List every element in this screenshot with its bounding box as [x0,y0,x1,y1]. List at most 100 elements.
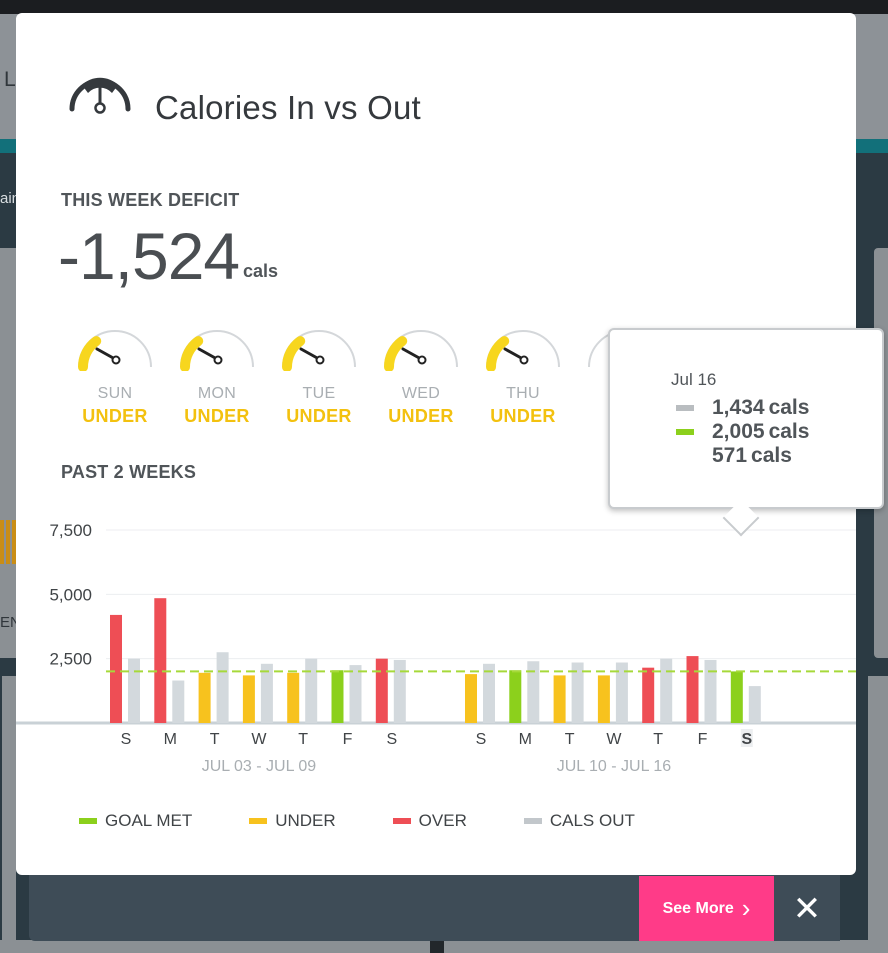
gauge-dial-icon [180,330,254,371]
x-tick-label: S [121,731,132,748]
bar-cals-in [242,675,255,723]
legend-swatch [79,818,97,824]
tooltip-swatch [676,429,694,435]
gauge-dial-icon [78,330,152,371]
legend-item-under: UNDER [249,811,336,831]
gauge-day-label: THU [506,385,540,402]
gauge-wed: WED UNDER [370,323,472,427]
chevron-right-icon: › [741,892,751,923]
tooltip-value: 571 [712,444,748,467]
bar-cals-out [571,662,584,723]
bar-cals-out [172,680,185,723]
x-tick-label: S [476,731,487,748]
x-tick-label: T [298,731,308,748]
y-tick-label: 7,500 [49,521,92,540]
gauge-sun: SUN UNDER [64,323,166,427]
day-tooltip: Jul 16 1,434 cals 2,005 cals 571 cals [608,328,884,537]
x-tick-label: T [565,731,575,748]
bar-cals-in [465,674,477,723]
bar-cals-out [216,652,229,723]
tooltip-swatch [676,405,694,411]
background-left-card [0,248,16,658]
gauge-status-label: UNDER [82,406,148,426]
background-bottom-left-card [2,676,16,953]
bar-cals-in [287,672,300,723]
week-range-label: JUL 10 - JUL 16 [557,758,672,775]
bar-cals-out [527,661,540,723]
bar-cals-out [349,665,362,723]
bar-cals-out [615,662,628,723]
legend-label: UNDER [275,811,336,830]
tooltip-row-difference: 571 cals [712,444,792,468]
bar-cals-in [154,598,167,723]
bar-cals-in [686,656,699,723]
bar-cals-out [393,659,406,723]
bar-cals-out [704,659,717,723]
bar-cals-in [553,675,566,723]
bar-cals-in [730,671,743,723]
tooltip-unit: cals [751,444,792,467]
close-icon: ✕ [792,889,822,928]
close-button[interactable]: ✕ [774,876,840,941]
x-tick-label: F [343,731,353,748]
gauge-day-label: WED [401,385,441,402]
legend-swatch [249,818,268,824]
gauge-dial-icon [384,330,458,371]
selected-day-highlight [740,729,753,747]
legend-item-over: OVER [392,811,467,831]
gauge-icon [69,77,131,114]
x-tick-label: T [653,731,663,748]
x-tick-label: W [606,731,622,748]
tooltip-date: Jul 16 [671,370,717,389]
background-bottom-right-card [868,676,888,953]
week-deficit-value: -1,524 [58,219,240,293]
x-tick-label: M [519,731,532,748]
background-bottom-strip [0,940,888,953]
bar-cals-in [375,658,388,723]
gauge-status-label: UNDER [388,406,454,426]
gauge-thu: THU UNDER [472,323,574,427]
bar-cals-out [748,686,761,723]
legend-item-cals-out: CALS OUT [523,811,635,831]
x-tick-label: S [741,731,752,748]
background-text: L [4,68,16,91]
bar-cals-out [260,663,273,723]
gauge-day-label: TUE [302,385,336,402]
y-tick-label: 5,000 [49,585,92,604]
tooltip-unit: cals [768,420,810,443]
week-deficit-label: THIS WEEK DEFICIT [61,190,240,210]
x-tick-label: M [164,731,177,748]
bar-cals-in [597,675,610,723]
gauge-status-label: UNDER [490,406,556,426]
tooltip-value: 2,005 [712,420,765,443]
background-text: ain [0,190,21,207]
tooltip-unit: cals [768,396,810,419]
see-more-button[interactable]: See More › [639,876,774,941]
bar-cals-in [110,614,122,723]
legend-swatch [523,818,542,824]
calories-bar-chart: 7,500 5,000 2,500 S M T W T F S JUL 03 - JUL 09 S M T… [16,521,856,775]
x-tick-label: F [698,731,708,748]
x-tick-label: S [386,731,397,748]
bar-cals-in [509,670,522,723]
tooltip-row-cals-out: 1,434 cals [676,396,809,420]
legend-label: GOAL MET [105,811,193,830]
modal-title: Calories In vs Out [155,89,421,126]
gauge-status-label: UNDER [286,406,352,426]
y-tick-label: 2,500 [49,650,92,669]
background-topbar [0,0,888,14]
gauge-dial-icon [282,330,356,371]
background-mini-bars [0,520,16,564]
bar-cals-out [660,658,673,723]
legend-swatch [392,818,411,824]
week-range-label: JUL 03 - JUL 09 [202,758,317,775]
bar-cals-out [305,658,318,723]
legend-label: CALS OUT [549,811,635,830]
gauge-day-label: SUN [97,385,133,402]
week-deficit-unit: cals [243,261,279,281]
gauge-mon: MON UNDER [166,323,268,427]
bar-cals-out [483,663,495,723]
gauge-status-label: UNDER [184,406,250,426]
legend-label: OVER [418,811,467,830]
bar-cals-in [642,667,655,723]
